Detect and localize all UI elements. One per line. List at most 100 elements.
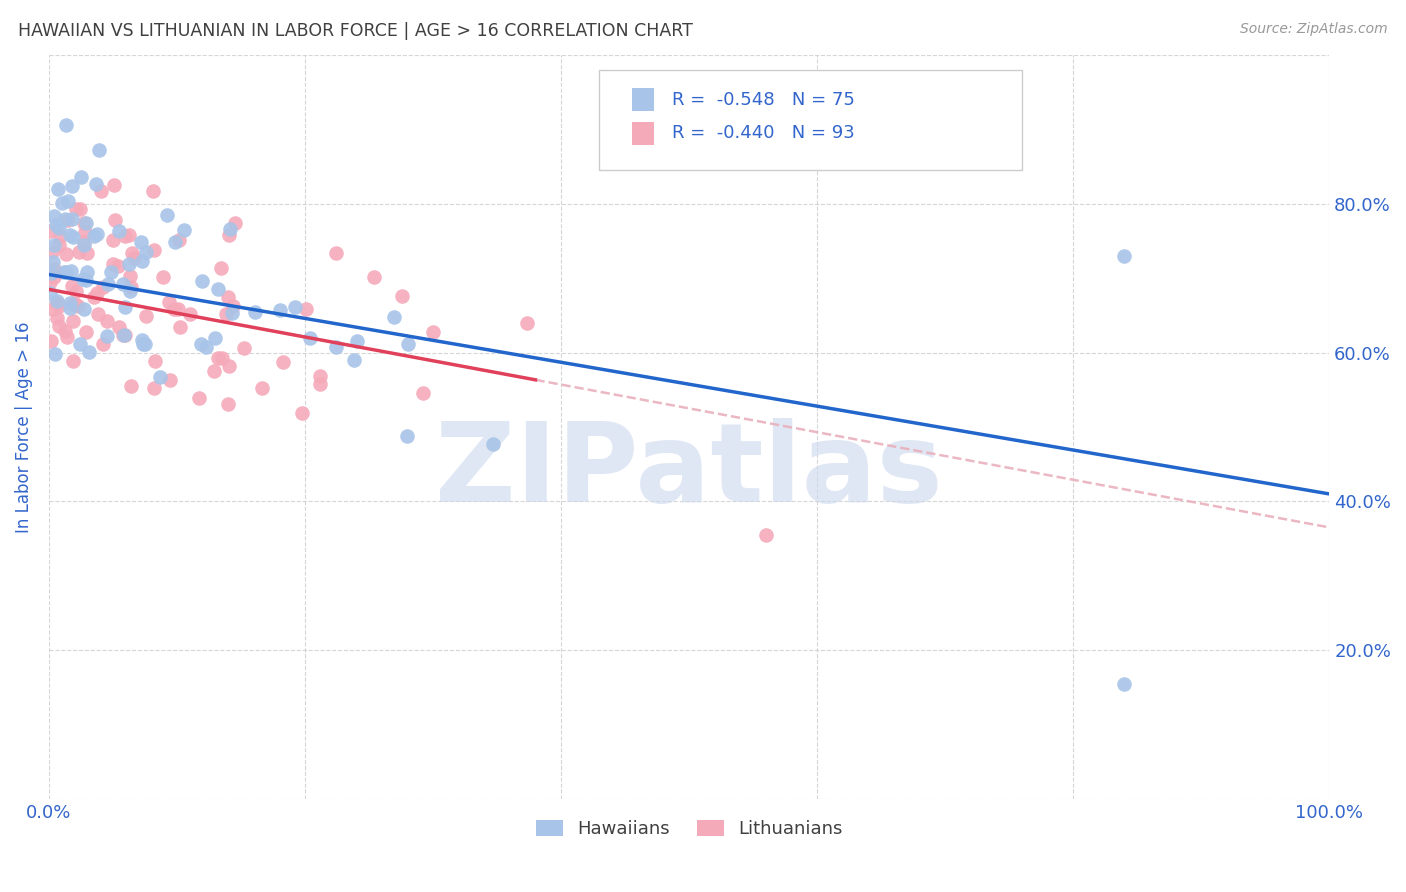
Point [1114, 676, 1136, 690]
Point [77, 345, 100, 359]
Point [516, 316, 538, 330]
Point [69, 337, 91, 351]
Point [114, 229, 136, 244]
Point [58, 296, 80, 310]
Point [167, 302, 190, 317]
Point [243, 305, 266, 319]
Point [39, 266, 62, 280]
Point [211, 351, 233, 365]
Point [91, 337, 114, 351]
Point [156, 208, 179, 222]
Point [70, 170, 93, 185]
Point [104, 213, 127, 227]
Point [59, 301, 82, 315]
Point [60, 264, 83, 278]
Point [89, 143, 111, 157]
Point [342, 353, 364, 368]
Point [39, 334, 62, 348]
Point [202, 364, 225, 378]
Point [83, 290, 105, 304]
Point [65, 284, 87, 298]
Point [51, 195, 73, 210]
Point [48, 238, 70, 252]
Point [152, 269, 174, 284]
Point [60, 212, 83, 227]
Point [269, 302, 291, 317]
Point [56, 330, 79, 344]
Bar [631, 88, 654, 112]
Point [157, 294, 180, 309]
Point [250, 381, 273, 395]
Point [224, 216, 246, 230]
Point [55, 265, 77, 279]
Point [41, 245, 63, 260]
Point [422, 325, 444, 339]
Point [217, 397, 239, 411]
Point [66, 300, 89, 314]
Point [179, 307, 201, 321]
Point [103, 234, 125, 248]
Point [60, 178, 83, 193]
Point [41, 255, 63, 269]
Point [96, 314, 118, 328]
Point [169, 319, 191, 334]
Point [131, 253, 153, 268]
Point [76, 246, 98, 260]
Text: HAWAIIAN VS LITHUANIAN IN LABOR FORCE | AGE > 16 CORRELATION CHART: HAWAIIAN VS LITHUANIAN IN LABOR FORCE | … [18, 22, 693, 40]
Point [46, 311, 69, 326]
Text: ZIPatlas: ZIPatlas [436, 418, 943, 525]
Point [233, 341, 256, 355]
Point [45, 218, 67, 232]
Point [56, 194, 79, 208]
Point [395, 428, 418, 442]
Point [217, 290, 239, 304]
Point [114, 300, 136, 314]
Point [188, 391, 211, 405]
Point [118, 284, 141, 298]
Point [86, 307, 108, 321]
Point [363, 269, 385, 284]
Point [100, 265, 122, 279]
Text: R =  -0.440   N = 93: R = -0.440 N = 93 [672, 124, 855, 142]
Point [396, 336, 419, 351]
Point [56, 212, 79, 227]
Point [59, 227, 82, 242]
Point [191, 274, 214, 288]
Point [46, 296, 69, 310]
Point [325, 340, 347, 354]
Point [142, 381, 165, 395]
Point [118, 228, 141, 243]
Point [108, 224, 131, 238]
Point [60, 279, 83, 293]
Point [73, 302, 96, 317]
Point [53, 265, 76, 279]
Point [284, 300, 307, 314]
Text: Source: ZipAtlas.com: Source: ZipAtlas.com [1240, 22, 1388, 37]
Point [149, 370, 172, 384]
Point [73, 238, 96, 252]
Point [42, 269, 65, 284]
Point [159, 373, 181, 387]
Point [195, 340, 218, 354]
Point [121, 245, 143, 260]
Point [62, 297, 84, 311]
Point [55, 118, 77, 132]
Point [73, 235, 96, 250]
Point [48, 299, 70, 313]
Point [55, 247, 77, 261]
Point [107, 319, 129, 334]
Point [101, 258, 124, 272]
Point [38, 286, 60, 301]
Point [53, 324, 76, 338]
Point [75, 325, 97, 339]
Point [97, 277, 120, 292]
Point [412, 386, 434, 401]
Point [38, 224, 60, 238]
Point [84, 178, 107, 192]
Point [69, 202, 91, 216]
Point [142, 184, 165, 198]
Point [107, 259, 129, 273]
Point [207, 351, 229, 365]
Point [62, 354, 84, 368]
Point [67, 245, 90, 260]
